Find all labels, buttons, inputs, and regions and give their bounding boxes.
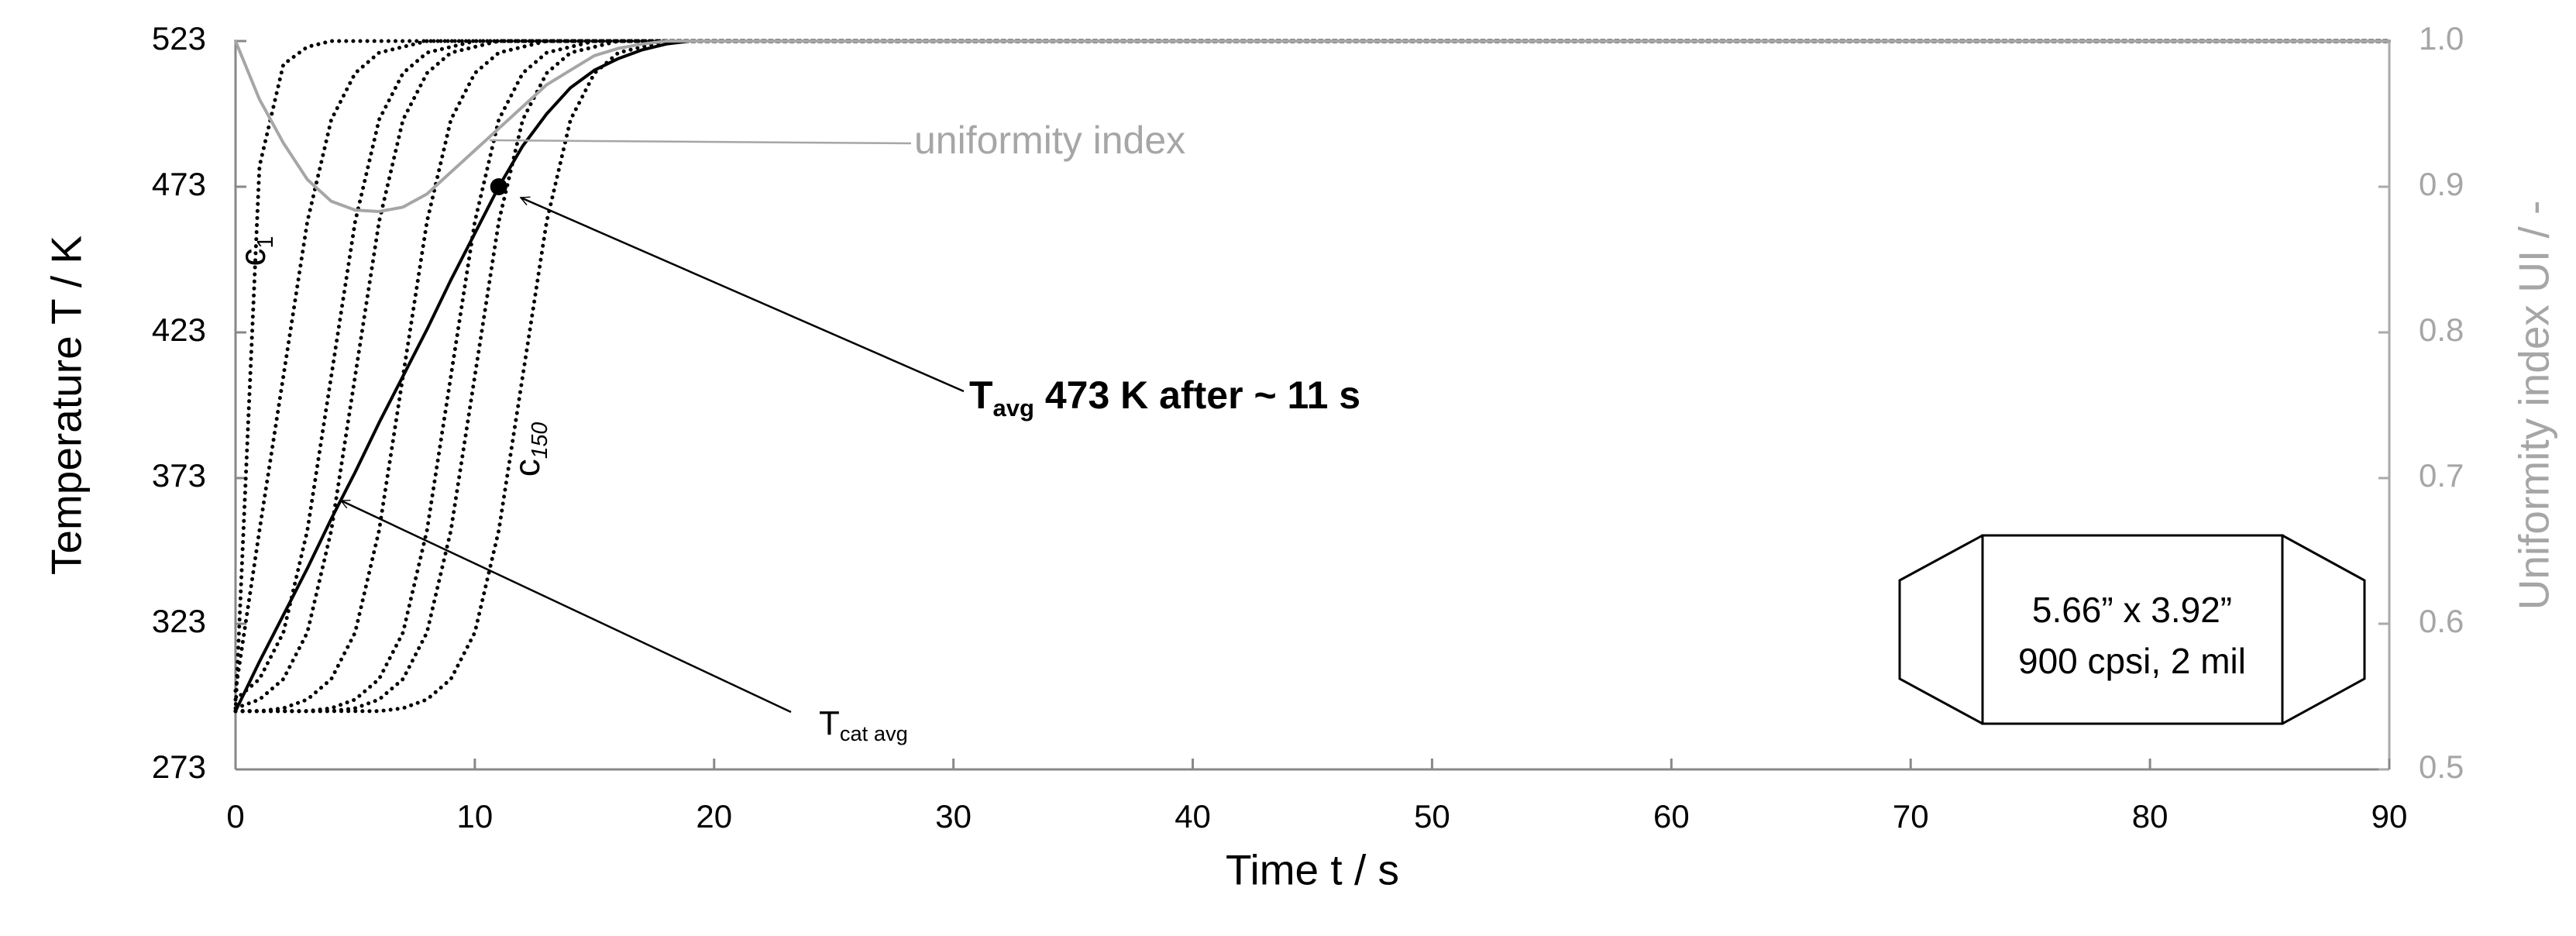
tcat-label-sub: cat avg xyxy=(840,721,908,745)
c150-label-text: c xyxy=(507,459,547,477)
arrow-line xyxy=(341,499,792,714)
x-tick-label: 0 xyxy=(226,798,244,834)
catalyst-body xyxy=(1981,534,2284,725)
x-tick-label: 30 xyxy=(935,798,972,834)
c1-label: c1 xyxy=(232,236,277,267)
y2-tick-label: 0.6 xyxy=(2419,603,2464,639)
y2-tick-label: 0.8 xyxy=(2419,311,2464,348)
series-line xyxy=(234,40,2391,713)
y2-tick-label: 0.9 xyxy=(2419,166,2464,202)
y2-axis-title: Uniformity index UI / - xyxy=(2510,201,2558,611)
tcat-label-text: T xyxy=(819,704,840,742)
tavg-annotation-text: T xyxy=(969,373,993,417)
y-tick-label: 323 xyxy=(152,603,206,639)
box-text: 900 cpsi, 2 mil xyxy=(2018,641,2246,681)
arrow-line xyxy=(521,198,965,393)
tavg-annotation-sub: avg xyxy=(993,394,1034,422)
channel-line xyxy=(233,39,2392,711)
highlight-point xyxy=(490,178,507,195)
x-tick-label: 50 xyxy=(1414,798,1450,834)
tavg-annotation-rest: 473 K after ~ 11 s xyxy=(1034,373,1360,417)
y-tick-label: 473 xyxy=(152,166,206,202)
y2-tick-label: 1.0 xyxy=(2419,20,2464,57)
c1-label-sub: 1 xyxy=(253,236,277,249)
tavg-annotation: Tavg 473 K after ~ 11 s xyxy=(969,373,1360,422)
y-tick-label: 373 xyxy=(152,457,206,494)
x-axis-title: Time t / s xyxy=(1226,846,1399,894)
uniformity-label: uniformity index xyxy=(914,119,1185,162)
catalyst-sketch: 5.66” x 3.92” 900 cpsi, 2 mil xyxy=(1898,534,2366,725)
channel-line xyxy=(233,39,2392,714)
channel-line xyxy=(233,39,2392,714)
y-tick-label: 523 xyxy=(152,20,206,57)
x-tick-label: 60 xyxy=(1653,798,1690,834)
x-tick-label: 70 xyxy=(1893,798,1929,834)
x-tick-label: 90 xyxy=(2371,798,2408,834)
y-axis-title: Temperature T / K xyxy=(43,236,91,575)
leader-line xyxy=(489,139,912,145)
x-tick-label: 80 xyxy=(2132,798,2168,834)
y2-tick-label: 0.5 xyxy=(2419,748,2464,785)
c150-label-sub: 150 xyxy=(527,422,552,459)
box-text: 5.66” x 3.92” xyxy=(2032,590,2232,630)
y2-tick-label: 0.7 xyxy=(2419,457,2464,494)
series-line xyxy=(234,40,2391,213)
y-tick-label: 273 xyxy=(152,748,206,785)
channel-line xyxy=(233,39,2392,714)
y-tick-label: 423 xyxy=(152,311,206,348)
x-tick-label: 20 xyxy=(696,798,732,834)
c1-label-text: c xyxy=(232,248,273,266)
x-tick-label: 40 xyxy=(1175,798,1211,834)
x-tick-label: 10 xyxy=(457,798,494,834)
uniformity-label-text: uniformity index xyxy=(914,119,1185,162)
tcat-label: Tcat avg xyxy=(819,704,908,746)
c150-label: c150 xyxy=(507,422,552,477)
